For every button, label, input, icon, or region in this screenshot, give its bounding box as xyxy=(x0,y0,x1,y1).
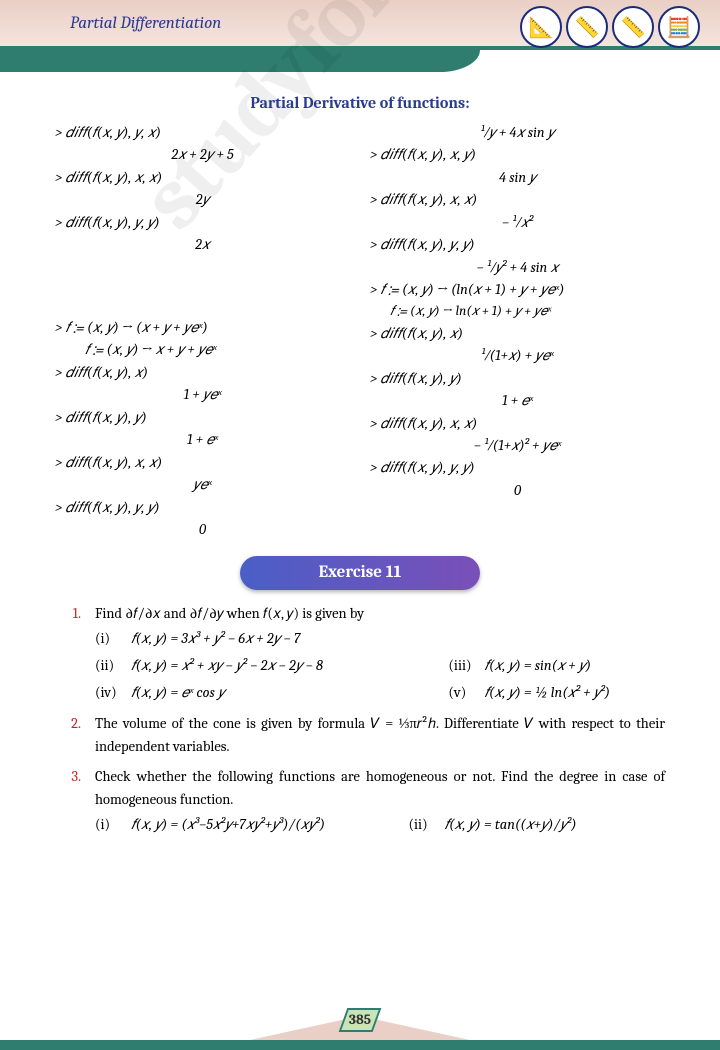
cmd-line: ¹⁄𝑦 + 4𝑥 sin 𝑦 xyxy=(370,122,665,144)
cmd-line: > 𝑑𝑖𝑓𝑓(𝑓(𝑥, 𝑦), 𝑦, 𝑦)− ¹⁄𝑦² + 4 sin 𝑥 xyxy=(370,234,665,279)
q-number: 3. xyxy=(55,765,95,839)
cmd-line: > 𝑑𝑖𝑓𝑓(𝑓(𝑥, 𝑦), 𝑦)1 + 𝑒ˣ xyxy=(370,368,665,413)
cmd-line: > 𝑑𝑖𝑓𝑓(𝑓(𝑥, 𝑦), 𝑦, 𝑦)0 xyxy=(370,457,665,502)
q-number: 2. xyxy=(55,712,95,758)
question-1: 1. Find ∂𝑓/∂𝑥 and ∂𝑓/∂𝑦 when 𝑓(𝑥, 𝑦) is … xyxy=(55,602,665,707)
section-title: Partial Derivative of functions: xyxy=(55,94,665,112)
cmd-line: > 𝑑𝑖𝑓𝑓(𝑓(𝑥, 𝑦), 𝑦, 𝑦)0 xyxy=(55,497,350,542)
header: Partial Differentiation 📐 📏 📏 🧮 xyxy=(0,0,720,85)
two-columns: > 𝑑𝑖𝑓𝑓(𝑓(𝑥, 𝑦), 𝑦, 𝑥)2𝑥 + 2𝑦 + 5 > 𝑑𝑖𝑓𝑓(… xyxy=(55,122,665,542)
prism-icon: 📐 xyxy=(520,6,562,48)
cmd-line: > 𝑑𝑖𝑓𝑓(𝑓(𝑥, 𝑦), 𝑥, 𝑥)2𝑦 xyxy=(55,167,350,212)
q-text: Find ∂𝑓/∂𝑥 and ∂𝑓/∂𝑦 when 𝑓(𝑥, 𝑦) is giv… xyxy=(95,602,665,707)
spacer xyxy=(55,257,350,317)
footer-bar xyxy=(0,1040,720,1050)
cmd-line: > 𝑑𝑖𝑓𝑓(𝑓(𝑥, 𝑦), 𝑦, 𝑥)2𝑥 + 2𝑦 + 5 xyxy=(55,122,350,167)
cmd-line: > 𝑑𝑖𝑓𝑓(𝑓(𝑥, 𝑦), 𝑥, 𝑥)− ¹⁄𝑥² xyxy=(370,189,665,234)
cmd-line: > 𝑑𝑖𝑓𝑓(𝑓(𝑥, 𝑦), 𝑥, 𝑥)− ¹⁄(1+𝑥)² + 𝑦𝑒ˣ xyxy=(370,413,665,458)
q-text: Check whether the following functions ar… xyxy=(95,765,665,839)
cmd-line: > 𝑓 ≔ (𝑥, 𝑦) → (ln(𝑥 + 1) + 𝑦 + 𝑦𝑒ˣ)𝑓 ≔ … xyxy=(370,279,665,322)
q1-subs: (i)𝑓(𝑥, 𝑦) = 3𝑥³ + 𝑦² − 6𝑥 + 2𝑦 − 7 (ii)… xyxy=(95,625,665,707)
q-number: 1. xyxy=(55,602,95,707)
page: Partial Differentiation 📐 📏 📏 🧮 studyfor… xyxy=(0,0,720,1050)
header-swoop xyxy=(0,50,480,72)
q3-subs: (i)𝑓(𝑥, 𝑦) = (𝑥³−5𝑥²𝑦+7𝑥𝑦²+𝑦³)/(𝑥𝑦²) (ii… xyxy=(95,811,665,838)
q-text: The volume of the cone is given by formu… xyxy=(95,712,665,758)
ruler-icon: 📏 xyxy=(612,6,654,48)
question-2: 2. The volume of the cone is given by fo… xyxy=(55,712,665,758)
exercise-banner: Exercise 11 xyxy=(240,556,480,590)
cmd-line: > 𝑓 ≔ (𝑥, 𝑦) → (𝑥 + 𝑦 + 𝑦𝑒ˣ)𝑓 ≔ (𝑥, 𝑦) →… xyxy=(55,317,350,362)
cmd-line: > 𝑑𝑖𝑓𝑓(𝑓(𝑥, 𝑦), 𝑥)¹⁄(1+𝑥) + 𝑦𝑒ˣ xyxy=(370,323,665,368)
main-content: Partial Derivative of functions: > 𝑑𝑖𝑓𝑓(… xyxy=(0,85,720,838)
cmd-line: > 𝑑𝑖𝑓𝑓(𝑓(𝑥, 𝑦), 𝑥, 𝑥)𝑦𝑒ˣ xyxy=(55,452,350,497)
calculator-icon: 🧮 xyxy=(658,6,700,48)
question-3: 3. Check whether the following functions… xyxy=(55,765,665,839)
header-icons: 📐 📏 📏 🧮 xyxy=(520,6,700,48)
chapter-title: Partial Differentiation xyxy=(70,14,221,33)
cmd-line: > 𝑑𝑖𝑓𝑓(𝑓(𝑥, 𝑦), 𝑥)1 + 𝑦𝑒ˣ xyxy=(55,362,350,407)
cmd-line: > 𝑑𝑖𝑓𝑓(𝑓(𝑥, 𝑦), 𝑦, 𝑦)2𝑥 xyxy=(55,212,350,257)
cmd-line: > 𝑑𝑖𝑓𝑓(𝑓(𝑥, 𝑦), 𝑦)1 + 𝑒ˣ xyxy=(55,407,350,452)
page-number: 385 xyxy=(331,1004,389,1036)
right-column: ¹⁄𝑦 + 4𝑥 sin 𝑦 > 𝑑𝑖𝑓𝑓(𝑓(𝑥, 𝑦), 𝑥, 𝑦)4 si… xyxy=(370,122,665,542)
compass-icon: 📏 xyxy=(566,6,608,48)
left-column: > 𝑑𝑖𝑓𝑓(𝑓(𝑥, 𝑦), 𝑦, 𝑥)2𝑥 + 2𝑦 + 5 > 𝑑𝑖𝑓𝑓(… xyxy=(55,122,350,542)
cmd-line: > 𝑑𝑖𝑓𝑓(𝑓(𝑥, 𝑦), 𝑥, 𝑦)4 sin 𝑦 xyxy=(370,144,665,189)
